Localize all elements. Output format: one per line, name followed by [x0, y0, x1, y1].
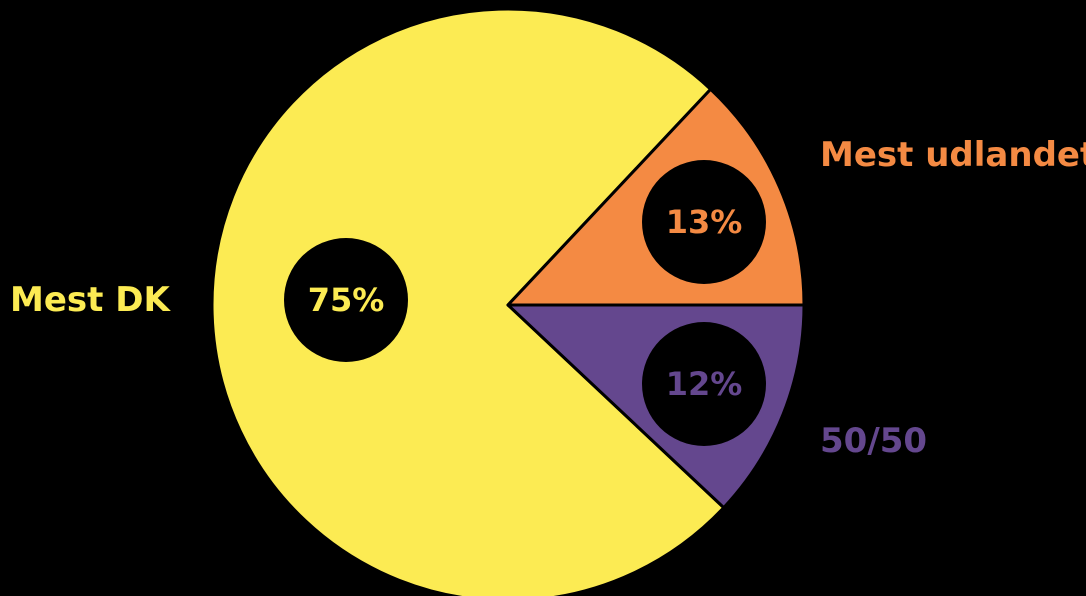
category-label: Mest udlandet	[820, 135, 1086, 175]
value-badge	[642, 322, 766, 446]
value-label: 75%	[308, 281, 385, 319]
value-badges: 75% 13% 12%	[284, 160, 766, 446]
category-labels: Mest DK Mest udlandet 50/50	[10, 135, 1086, 461]
value-label: 13%	[666, 203, 743, 241]
category-label: 50/50	[820, 421, 927, 461]
value-badge	[284, 238, 408, 362]
value-badge	[642, 160, 766, 284]
value-label: 12%	[666, 365, 743, 403]
pie-slice-mest-dk	[210, 7, 726, 596]
category-label: Mest DK	[10, 280, 171, 320]
